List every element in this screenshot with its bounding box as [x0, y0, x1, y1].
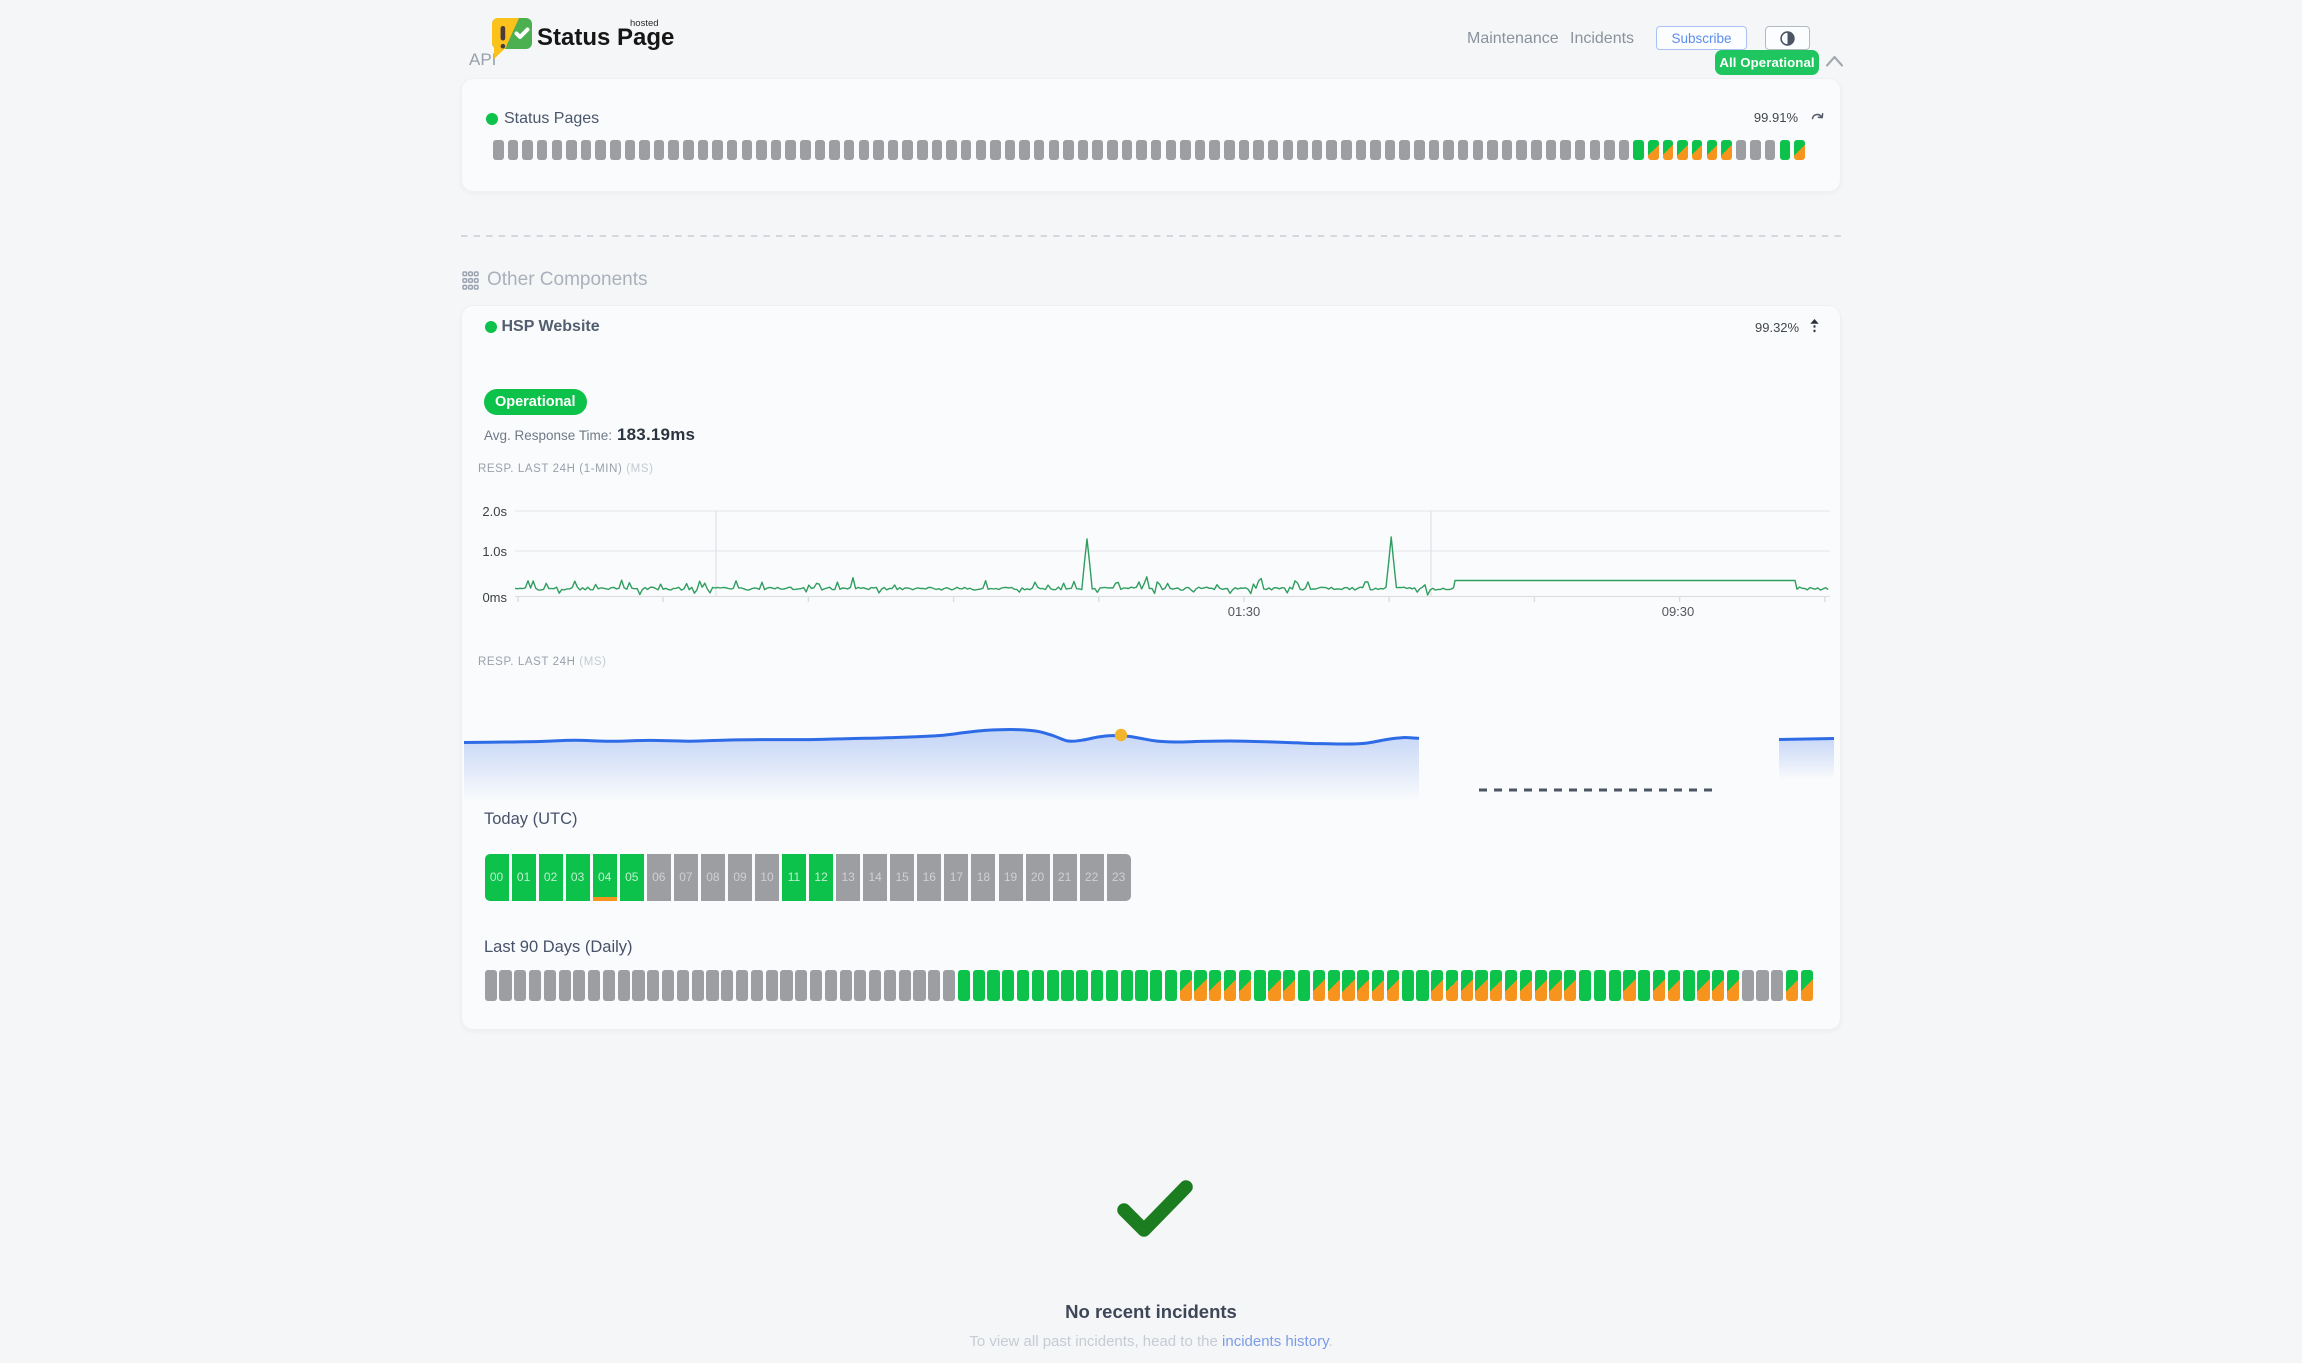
svg-text:1.0s: 1.0s [482, 544, 507, 559]
svg-text:01:30: 01:30 [1228, 604, 1261, 619]
svg-text:09:30: 09:30 [1662, 604, 1695, 619]
svg-text:0ms: 0ms [482, 590, 507, 605]
svg-text:2.0s: 2.0s [482, 504, 507, 519]
